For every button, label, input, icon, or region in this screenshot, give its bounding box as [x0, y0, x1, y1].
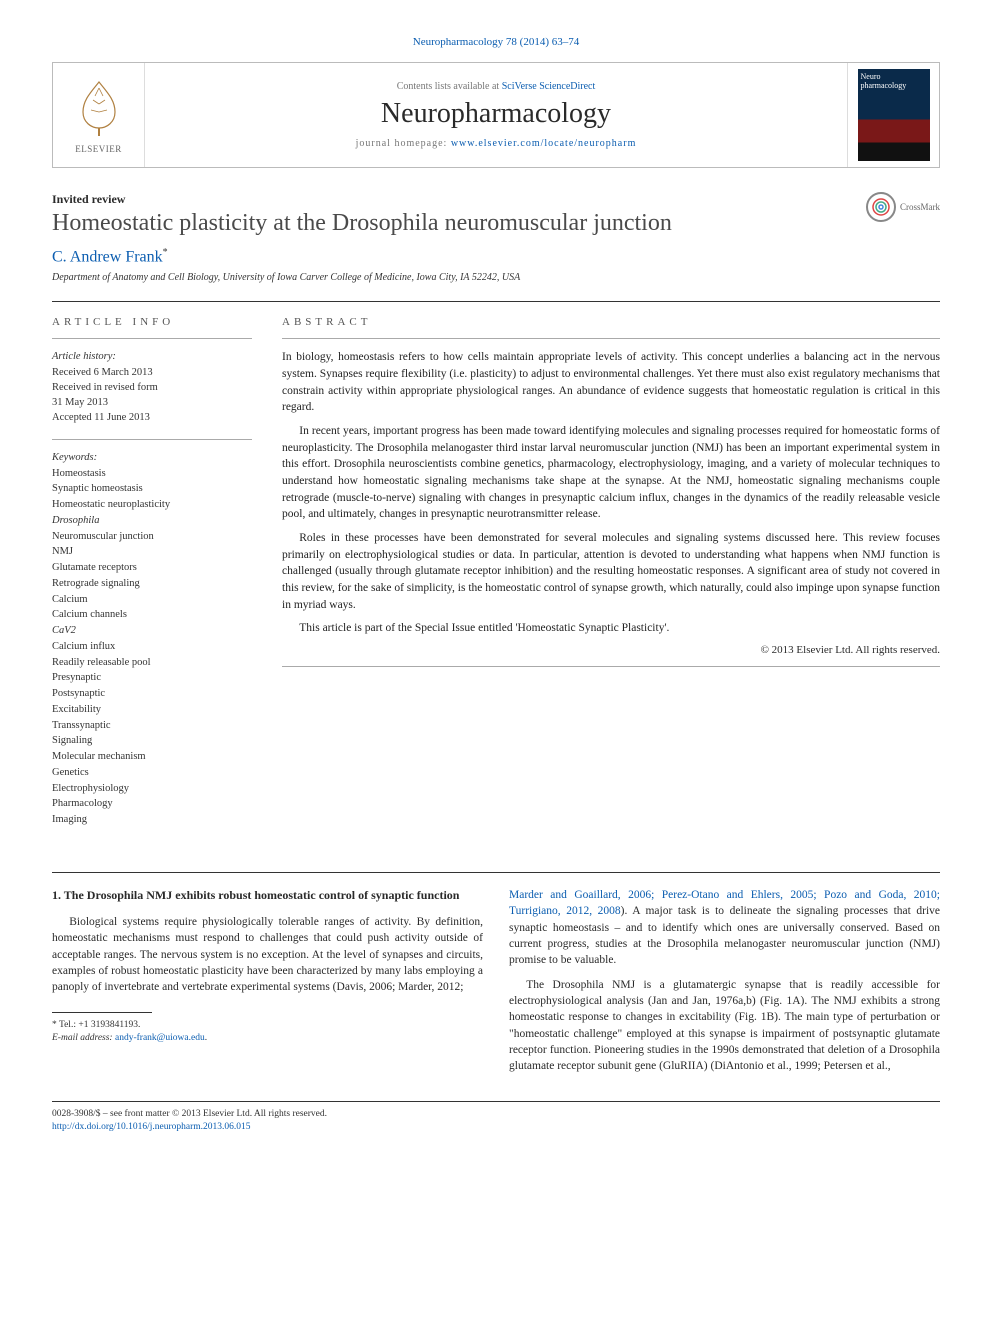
keyword: Neuromuscular junction	[52, 529, 252, 545]
keyword: Retrograde signaling	[52, 576, 252, 592]
abstract-paragraph: In biology, homeostasis refers to how ce…	[282, 349, 940, 416]
footer-separator	[52, 1101, 940, 1102]
keyword: Calcium channels	[52, 607, 252, 623]
abstract-text: In biology, homeostasis refers to how ce…	[282, 349, 940, 637]
abstract-paragraph: In recent years, important progress has …	[282, 423, 940, 523]
abstract-label: ABSTRACT	[282, 316, 940, 328]
keyword: Postsynaptic	[52, 686, 252, 702]
sciencedirect-link[interactable]: SciVerse ScienceDirect	[502, 81, 596, 92]
keyword: Glutamate receptors	[52, 560, 252, 576]
crossmark-badge-icon	[866, 192, 896, 222]
keyword: Homeostasis	[52, 466, 252, 482]
journal-cover-thumb: Neuro pharmacology	[858, 69, 930, 161]
keyword: Electrophysiology	[52, 781, 252, 797]
homepage-link[interactable]: www.elsevier.com/locate/neuropharm	[451, 138, 637, 149]
journal-name: Neuropharmacology	[381, 98, 611, 130]
divider	[282, 338, 940, 339]
cover-title: Neuro pharmacology	[861, 72, 927, 90]
contents-prefix: Contents lists available at	[397, 81, 502, 92]
tel-label: * Tel.:	[52, 1020, 78, 1030]
history-line: Received in revised form	[52, 380, 252, 395]
abstract-column: ABSTRACT In biology, homeostasis refers …	[282, 316, 940, 842]
keywords-block: Keywords: HomeostasisSynaptic homeostasi…	[52, 450, 252, 827]
body-paragraph: The Drosophila NMJ is a glutamatergic sy…	[509, 977, 940, 1075]
cover-cell: Neuro pharmacology	[847, 63, 939, 167]
keyword: Homeostatic neuroplasticity	[52, 497, 252, 513]
footnote-separator	[52, 1012, 152, 1013]
article-type: Invited review	[52, 192, 672, 207]
keywords-head: Keywords:	[52, 450, 252, 465]
section-heading-1: 1. The Drosophila NMJ exhibits robust ho…	[52, 887, 483, 904]
article-history: Article history: Received 6 March 2013Re…	[52, 349, 252, 425]
crossmark-label: CrossMark	[900, 202, 940, 212]
keyword: Molecular mechanism	[52, 749, 252, 765]
keyword: CaV2	[52, 623, 252, 639]
email-label: E-mail address:	[52, 1033, 115, 1043]
keyword: Calcium	[52, 592, 252, 608]
history-line: Accepted 11 June 2013	[52, 410, 252, 425]
homepage-line: journal homepage: www.elsevier.com/locat…	[356, 138, 637, 149]
keyword: Genetics	[52, 765, 252, 781]
body-paragraph: Marder and Goaillard, 2006; Perez-Otano …	[509, 887, 940, 969]
corresp-tel: * Tel.: +1 3193841193.	[52, 1019, 483, 1032]
body-column-right: Marder and Goaillard, 2006; Perez-Otano …	[509, 887, 940, 1083]
keyword: Synaptic homeostasis	[52, 481, 252, 497]
divider	[52, 439, 252, 440]
tel-value: +1 3193841193.	[78, 1020, 140, 1030]
abstract-paragraph: This article is part of the Special Issu…	[282, 620, 940, 637]
divider	[52, 301, 940, 302]
keyword: Drosophila	[52, 513, 252, 529]
title-row: Invited review Homeostatic plasticity at…	[52, 192, 940, 247]
body-columns: 1. The Drosophila NMJ exhibits robust ho…	[52, 887, 940, 1083]
journal-header-box: ELSEVIER Contents lists available at Sci…	[52, 62, 940, 168]
body-text: Biological systems require physiological…	[52, 916, 483, 993]
author-marker: *	[163, 247, 168, 258]
top-citation: Neuropharmacology 78 (2014) 63–74	[52, 36, 940, 48]
header-center: Contents lists available at SciVerse Sci…	[145, 63, 847, 167]
body-paragraph: Biological systems require physiological…	[52, 914, 483, 996]
keyword: Presynaptic	[52, 670, 252, 686]
history-line: Received 6 March 2013	[52, 365, 252, 380]
keyword: Calcium influx	[52, 639, 252, 655]
info-abstract-row: ARTICLE INFO Article history: Received 6…	[52, 316, 940, 842]
author-link[interactable]: C. Andrew Frank	[52, 248, 163, 265]
keyword: Pharmacology	[52, 796, 252, 812]
elsevier-tree-icon	[67, 76, 131, 140]
contents-line: Contents lists available at SciVerse Sci…	[397, 81, 596, 92]
keyword: Imaging	[52, 812, 252, 828]
article-info-column: ARTICLE INFO Article history: Received 6…	[52, 316, 252, 842]
abstract-paragraph: Roles in these processes have been demon…	[282, 530, 940, 613]
body-column-left: 1. The Drosophila NMJ exhibits robust ho…	[52, 887, 483, 1083]
affiliation: Department of Anatomy and Cell Biology, …	[52, 272, 940, 283]
page-footer: 0028-3908/$ – see front matter © 2013 El…	[52, 1108, 940, 1135]
abstract-copyright: © 2013 Elsevier Ltd. All rights reserved…	[282, 644, 940, 656]
issn-line: 0028-3908/$ – see front matter © 2013 El…	[52, 1108, 940, 1121]
divider	[282, 666, 940, 667]
doi-link[interactable]: http://dx.doi.org/10.1016/j.neuropharm.2…	[52, 1122, 251, 1132]
article-title: Homeostatic plasticity at the Drosophila…	[52, 210, 672, 237]
keyword: Readily releasable pool	[52, 655, 252, 671]
homepage-prefix: journal homepage:	[356, 138, 451, 149]
keyword: NMJ	[52, 544, 252, 560]
keyword: Signaling	[52, 733, 252, 749]
keyword: Transsynaptic	[52, 718, 252, 734]
top-citation-link[interactable]: Neuropharmacology 78 (2014) 63–74	[413, 36, 580, 48]
history-line: 31 May 2013	[52, 395, 252, 410]
publisher-label: ELSEVIER	[75, 144, 122, 154]
email-link[interactable]: andy-frank@uiowa.edu	[115, 1033, 205, 1043]
divider	[52, 338, 252, 339]
author-name: C. Andrew Frank*	[52, 247, 940, 266]
history-head: Article history:	[52, 349, 252, 364]
corresp-email: E-mail address: andy-frank@uiowa.edu.	[52, 1032, 483, 1045]
title-block: Invited review Homeostatic plasticity at…	[52, 192, 672, 247]
article-info-label: ARTICLE INFO	[52, 316, 252, 328]
body-text: The Drosophila NMJ is a glutamatergic sy…	[509, 979, 940, 1073]
divider	[52, 872, 940, 873]
footnotes: * Tel.: +1 3193841193. E-mail address: a…	[52, 1019, 483, 1046]
publisher-cell: ELSEVIER	[53, 63, 145, 167]
crossmark-widget[interactable]: CrossMark	[866, 192, 940, 222]
keyword: Excitability	[52, 702, 252, 718]
